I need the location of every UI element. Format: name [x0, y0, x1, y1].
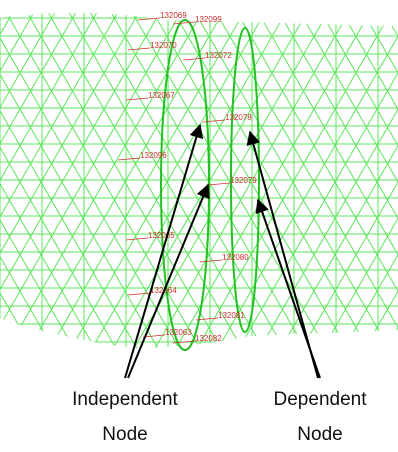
node-label: 132081: [218, 311, 245, 320]
node-label: 132079: [230, 176, 257, 185]
leader-line: [126, 98, 148, 100]
figure: 132069 132099 132070 132072 132067 132078 1320…: [0, 0, 398, 452]
node-label: 132082: [195, 334, 222, 343]
leader-line: [208, 183, 230, 185]
node-label: 132070: [150, 41, 177, 50]
node-label: 132096: [140, 151, 167, 160]
page: {"nodes": [ {"label": "132069"}, {"label…: [0, 0, 398, 452]
leader-line: [118, 158, 140, 160]
arrow: [258, 200, 320, 378]
node-label: 132069: [160, 11, 187, 20]
node-label: 132078: [225, 113, 252, 122]
node-label: 132063: [165, 328, 192, 337]
leader-line: [200, 260, 222, 262]
node-label: 132099: [195, 15, 222, 24]
caption: Dependent: [274, 389, 368, 410]
node-label: 132072: [205, 51, 232, 60]
leader-line: [128, 293, 150, 295]
leader-line: [173, 22, 195, 24]
caption: Node: [102, 424, 147, 445]
caption: Independent: [72, 389, 178, 410]
node-label: 132080: [222, 253, 249, 262]
node-label: 132065: [148, 231, 175, 240]
caption: Node: [297, 424, 342, 445]
node-label: 132067: [148, 91, 175, 100]
